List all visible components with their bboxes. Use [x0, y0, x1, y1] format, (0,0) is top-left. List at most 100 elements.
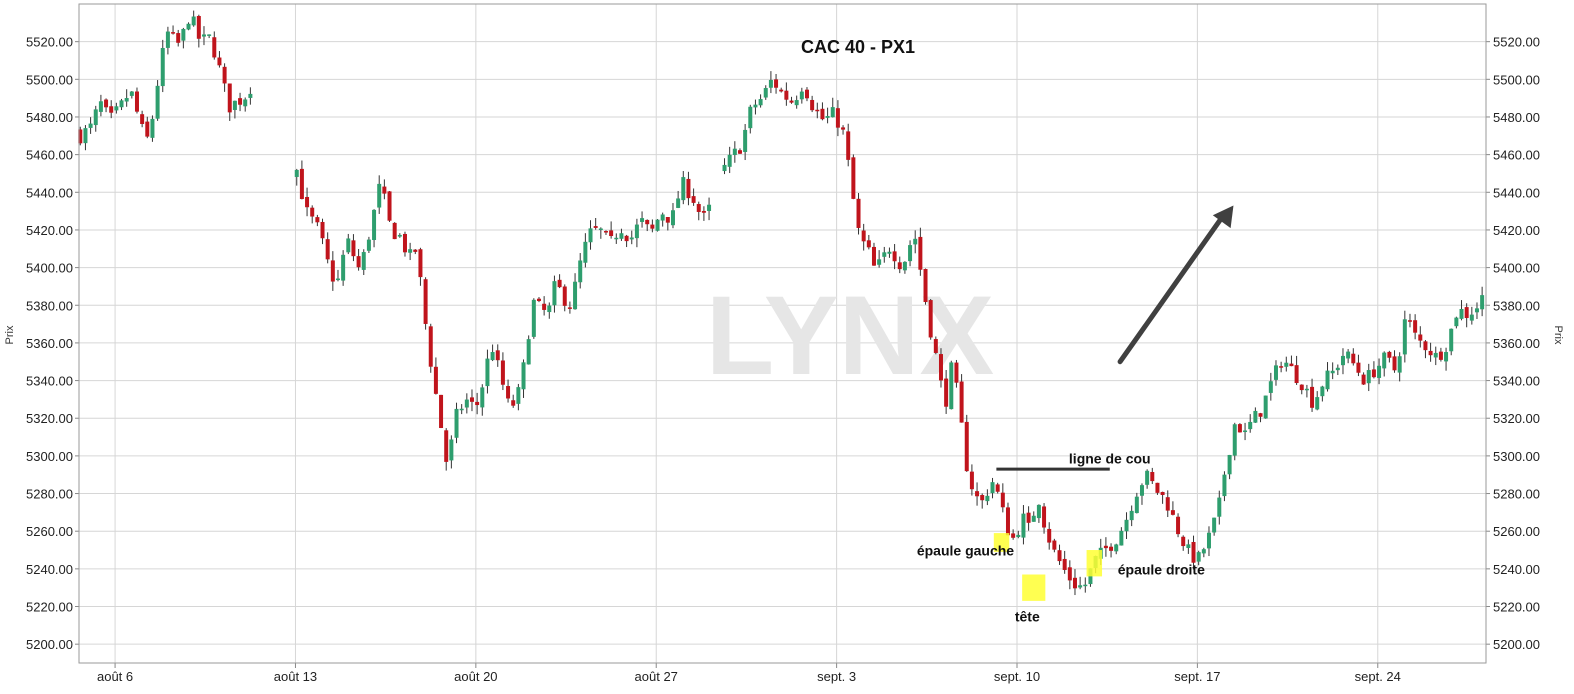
y-tick-label-right: 5440.00 [1493, 185, 1540, 200]
candles-layer [78, 10, 1485, 596]
candle-down [500, 360, 505, 385]
candle-down [439, 394, 444, 429]
candle-up [753, 104, 758, 108]
candle-down [351, 240, 356, 257]
candle-down [222, 66, 227, 84]
candle-up [1253, 410, 1258, 423]
candle-down [1407, 320, 1412, 322]
candle-down [866, 240, 871, 248]
candle-down [413, 249, 418, 252]
candle-down [1428, 350, 1433, 356]
candle-down [511, 400, 516, 406]
candle-down [1418, 334, 1423, 341]
candle-up [397, 234, 402, 237]
candle-down [1005, 507, 1010, 536]
candle-up [1016, 534, 1021, 538]
candle-down [1279, 366, 1284, 368]
x-tick-label: sept. 3 [817, 669, 856, 684]
candle-up [165, 31, 170, 48]
candle-down [562, 286, 567, 306]
x-tick-label: août 13 [274, 669, 317, 684]
y-tick-label-left: 5300.00 [26, 449, 73, 464]
candle-down [104, 99, 109, 108]
candle-down [851, 157, 856, 199]
candle-down [217, 57, 222, 66]
candle-up [902, 261, 907, 271]
candle-up [877, 259, 882, 265]
candle-up [1124, 519, 1129, 532]
candle-up [887, 251, 892, 254]
y-axis-label-right: Prix [1552, 326, 1564, 345]
candle-up [341, 254, 346, 281]
candle-down [1351, 353, 1356, 364]
candle-down [196, 16, 201, 39]
candle-up [640, 218, 645, 222]
candle-up [913, 238, 918, 245]
candle-down [603, 231, 608, 233]
candle-up [1402, 319, 1407, 355]
candle-up [531, 299, 536, 337]
x-tick-label: août 6 [97, 669, 133, 684]
candle-down [933, 339, 938, 353]
candle-up [1129, 510, 1134, 521]
candle-up [1206, 532, 1211, 549]
candle-up [1232, 424, 1237, 456]
candle-down [325, 239, 330, 260]
candle-down [804, 89, 809, 99]
grid-layer [79, 4, 1486, 663]
candle-down [624, 235, 629, 242]
candle-up [294, 169, 299, 177]
candle-down [609, 230, 614, 237]
candle-up [670, 210, 675, 226]
y-axis-label-left: Prix [4, 325, 16, 344]
candle-up [722, 164, 727, 172]
highlight-head [1022, 574, 1046, 601]
candle-down [1191, 541, 1196, 563]
candle-up [181, 28, 186, 41]
candle-up [629, 237, 634, 240]
candle-down [1047, 528, 1052, 543]
candle-up [655, 219, 660, 231]
candle-up [1139, 485, 1144, 496]
candle-up [598, 228, 603, 231]
axes-layer: 5200.00 5200.00 5220.00 5220.00 5240.00 5240.… [26, 3, 1540, 684]
candle-down [1387, 351, 1392, 358]
candle-up [588, 228, 593, 243]
y-tick-label-right: 5460.00 [1493, 148, 1540, 163]
candle-up [1031, 515, 1036, 522]
candle-down [423, 279, 428, 324]
candle-up [88, 123, 93, 128]
candle-down [305, 196, 310, 208]
candle-down [1423, 341, 1428, 351]
candle-up [882, 252, 887, 257]
candle-up [1469, 314, 1474, 321]
candle-up [83, 128, 88, 144]
candle-down [841, 127, 846, 130]
candle-up [619, 233, 624, 239]
candle-up [335, 278, 340, 281]
candle-up [526, 339, 531, 365]
y-tick-label-right: 5520.00 [1493, 35, 1540, 50]
y-tick-label-left: 5480.00 [26, 110, 73, 125]
candle-down [696, 204, 701, 212]
candle-down [134, 91, 139, 112]
candle-down [1464, 307, 1469, 319]
candle-down [897, 262, 902, 270]
candle-down [542, 303, 547, 310]
y-tick-label-left: 5220.00 [26, 600, 73, 615]
candle-up [377, 183, 382, 208]
candle-down [1150, 472, 1155, 482]
candle-up [763, 88, 768, 98]
candle-up [485, 358, 490, 387]
candle-up [799, 91, 804, 100]
candle-down [320, 221, 325, 239]
candle-up [207, 34, 212, 36]
y-tick-label-left: 5360.00 [26, 336, 73, 351]
candle-down [923, 269, 928, 302]
candle-down [1289, 363, 1294, 367]
candle-down [1103, 545, 1108, 549]
candle-down [315, 217, 320, 223]
candle-down [1371, 369, 1376, 378]
candle-up [464, 399, 469, 408]
candle-up [676, 198, 681, 208]
